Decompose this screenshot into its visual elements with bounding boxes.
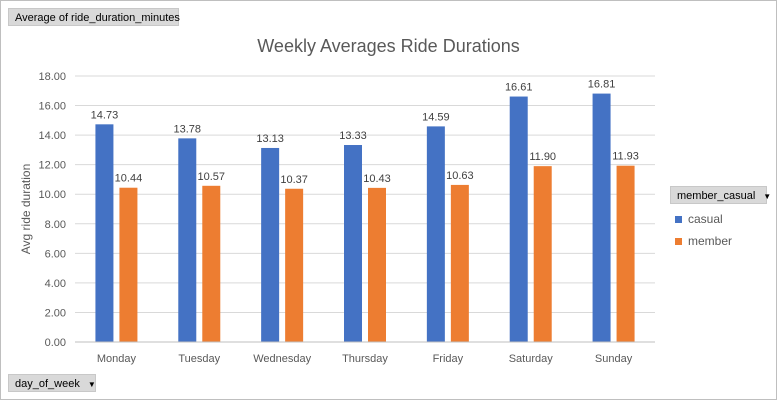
dropdown-arrow-icon: ▼ (87, 380, 96, 389)
data-label-casual: 14.73 (91, 109, 119, 121)
y-tick-label: 16.00 (38, 101, 66, 113)
chart-title: Weekly Averages Ride Durations (257, 36, 520, 56)
legend-item-member: member (675, 230, 732, 252)
y-tick-label: 14.00 (38, 130, 66, 142)
data-label-casual: 16.81 (588, 79, 616, 91)
values-field-label: Average of ride_duration_minutes (15, 12, 180, 24)
bar-casual (426, 126, 445, 343)
y-tick-label: 12.00 (38, 160, 66, 172)
bar-casual (509, 96, 528, 343)
bar-casual (261, 147, 280, 342)
data-label-casual: 13.13 (256, 133, 284, 145)
data-label-member: 11.93 (612, 151, 639, 163)
data-label-casual: 14.59 (422, 111, 450, 123)
x-tick-label: Saturday (509, 353, 554, 365)
x-tick-label: Wednesday (253, 353, 311, 365)
y-tick-label: 4.00 (45, 278, 66, 290)
x-tick-label: Thursday (342, 353, 388, 365)
data-label-member: 10.57 (198, 171, 226, 183)
legend-label-member: member (688, 234, 733, 248)
bar-casual (95, 124, 114, 342)
bar-member (368, 187, 386, 342)
bar-casual (178, 138, 197, 342)
data-label-casual: 13.78 (174, 123, 202, 135)
bar-casual (344, 145, 362, 342)
bar-member (616, 165, 635, 342)
x-tick-label: Monday (97, 353, 137, 365)
bar-member (533, 166, 552, 342)
y-tick-label: 2.00 (45, 307, 66, 319)
y-tick-label: 0.00 (45, 337, 66, 349)
y-tick-label: 8.00 (45, 219, 66, 231)
legend-swatch-member (675, 237, 682, 245)
bar-member (202, 185, 221, 342)
data-label-casual: 16.61 (505, 82, 533, 94)
data-label-member: 10.63 (446, 170, 474, 182)
legend-field-button[interactable]: member_casual ▼ (670, 186, 771, 204)
legend-label-casual: casual (688, 212, 723, 226)
legend-swatch-casual (675, 215, 682, 223)
bar-member (119, 187, 138, 342)
values-field-button[interactable]: Average of ride_duration_minutes (8, 8, 180, 26)
x-tick-label: Sunday (595, 353, 633, 365)
bar-casual (592, 93, 611, 342)
data-label-member: 10.43 (363, 173, 391, 185)
legend: casual member (675, 208, 732, 252)
x-tick-label: Tuesday (178, 353, 220, 365)
legend-item-casual: casual (675, 208, 732, 230)
data-label-member: 11.90 (529, 151, 556, 163)
axis-field-label: day_of_week (15, 378, 80, 390)
dropdown-arrow-icon: ▼ (763, 192, 772, 201)
legend-field-label: member_casual (677, 190, 756, 202)
y-axis-title: Avg ride duration (19, 164, 33, 255)
data-label-member: 10.44 (115, 173, 143, 185)
axis-field-button[interactable]: day_of_week ▼ (8, 374, 96, 392)
bar-member (450, 184, 469, 342)
y-tick-label: 6.00 (45, 248, 66, 260)
data-label-casual: 13.33 (339, 130, 367, 142)
bar-member (285, 188, 304, 342)
y-tick-label: 10.00 (38, 189, 66, 201)
data-label-member: 10.37 (280, 174, 308, 186)
y-tick-label: 18.00 (38, 71, 66, 83)
x-tick-label: Friday (433, 353, 464, 365)
